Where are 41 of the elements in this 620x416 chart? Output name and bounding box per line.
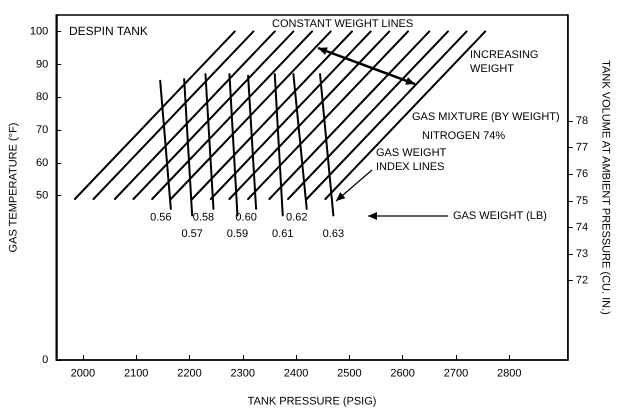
text: DESPIN TANK: [69, 24, 148, 38]
y-tick-label: 90: [36, 58, 48, 70]
annotation: INCREASING WEIGHT: [470, 49, 542, 75]
x-tick-label: 2500: [337, 368, 362, 380]
y-tick-label: 80: [36, 91, 48, 104]
series-label: 0.63: [322, 228, 344, 240]
x-tick-label: 2100: [124, 368, 148, 380]
y2-tick-label: 75: [576, 194, 588, 207]
x-axis-title: TANK PRESSURE (PSIG): [248, 396, 376, 408]
y-tick-label: 50: [36, 190, 48, 202]
series-label: 0.56: [150, 211, 172, 224]
series-label: 0.61: [272, 228, 294, 240]
x-tick-label: 2800: [497, 368, 522, 380]
x-tick-label: 2600: [390, 368, 415, 380]
x-tick-label: 2000: [70, 368, 96, 380]
y-tick-label: 100: [30, 25, 48, 38]
annotation: GAS WEIGHT INDEX LINES: [376, 147, 450, 173]
series-label: 0.60: [235, 211, 257, 224]
y-tick-label: 0: [42, 354, 48, 366]
y-tick-label: 70: [36, 124, 48, 136]
annotation: CONSTANT WEIGHT LINES: [272, 18, 414, 30]
x-tick-label: 2400: [284, 368, 308, 380]
annotation: GAS WEIGHT (LB): [453, 210, 547, 222]
series-label: 0.58: [192, 211, 214, 224]
y2-tick-label: 78: [576, 115, 588, 128]
x-tick-label: 2200: [177, 368, 202, 380]
y2-tick-label: 72: [576, 274, 588, 286]
series-label: 0.62: [286, 211, 308, 224]
y2-tick-label: 77: [576, 142, 588, 154]
y2-tick-label: 76: [576, 168, 588, 180]
series-label: 0.57: [181, 228, 203, 240]
y-tick-label: 60: [36, 156, 48, 169]
series-label: 0.59: [226, 228, 248, 240]
annotation: GAS MIXTURE (BY WEIGHT): [412, 111, 560, 123]
y2-tick-label: 74: [576, 221, 588, 234]
y2-tick-label: 73: [576, 248, 588, 260]
y-axis-title: GAS TEMPERATURE (°F): [8, 122, 20, 252]
y2-axis-title: TANK VOLUME AT AMBIENT PRESSURE (CU. IN.): [600, 60, 612, 315]
x-tick-label: 2700: [444, 368, 468, 380]
annotation: NITROGEN 74%: [422, 130, 506, 142]
x-tick-label: 2300: [230, 368, 256, 380]
